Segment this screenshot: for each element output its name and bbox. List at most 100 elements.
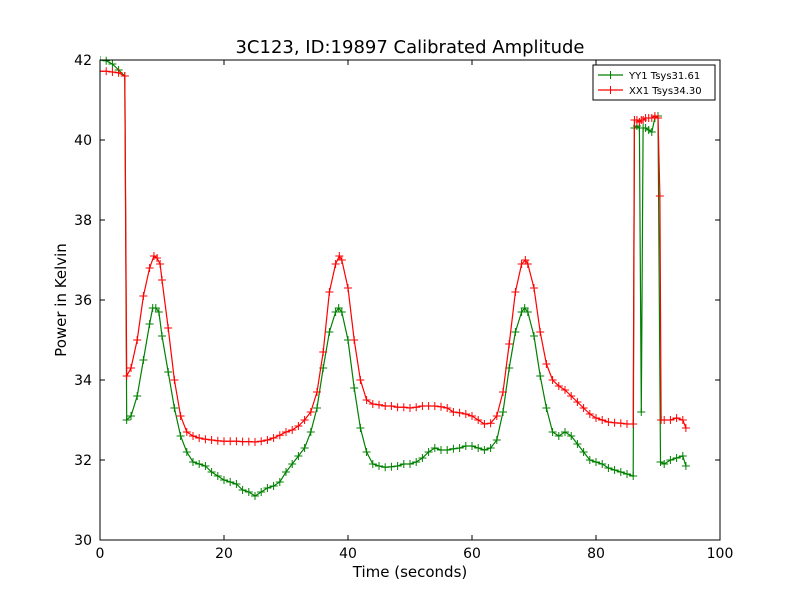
data-point — [158, 332, 166, 340]
data-point — [251, 492, 259, 500]
data-point — [269, 482, 278, 490]
data-point — [238, 486, 247, 494]
data-point — [306, 428, 315, 436]
data-point — [681, 424, 690, 432]
y-tick-label: 32 — [74, 453, 92, 469]
data-point — [523, 260, 532, 268]
data-point — [156, 260, 165, 268]
data-point — [275, 478, 284, 486]
data-point — [406, 404, 414, 412]
data-point — [189, 458, 197, 466]
data-point — [170, 404, 179, 412]
data-point — [511, 328, 520, 336]
data-point — [461, 410, 470, 418]
data-point — [530, 332, 538, 340]
data-point — [387, 462, 396, 471]
data-point — [263, 436, 272, 444]
data-point — [300, 444, 309, 452]
data-point — [486, 419, 495, 428]
data-point — [153, 254, 162, 262]
data-point — [561, 386, 569, 394]
data-point — [585, 410, 594, 418]
data-point — [269, 434, 278, 442]
data-point — [288, 426, 297, 434]
data-point — [647, 128, 656, 136]
series-2 — [100, 67, 690, 446]
data-point — [666, 456, 675, 464]
data-point — [579, 448, 588, 456]
data-point — [672, 454, 681, 462]
data-point — [325, 288, 334, 296]
data-point — [127, 412, 135, 420]
data-point — [195, 460, 204, 468]
data-point — [313, 404, 321, 412]
data-point — [567, 432, 576, 440]
data-point — [424, 448, 433, 456]
data-point — [313, 388, 321, 396]
data-point — [207, 468, 216, 476]
plot-area — [100, 56, 690, 500]
data-point — [145, 264, 154, 272]
y-axis-label: Power in Kelvin — [52, 243, 70, 357]
y-tick-label: 30 — [74, 533, 92, 549]
data-point — [102, 56, 111, 65]
data-point — [530, 284, 538, 292]
x-tick-label: 20 — [215, 546, 233, 562]
data-point — [635, 118, 644, 126]
legend-entry: XX1 Tsys34.30 — [598, 86, 702, 97]
data-point — [356, 424, 365, 432]
data-point — [542, 404, 551, 412]
data-point — [344, 284, 352, 292]
data-point — [108, 60, 117, 68]
data-point — [263, 484, 272, 492]
data-point — [678, 452, 687, 460]
data-point — [375, 462, 383, 470]
x-axis-label: Time (seconds) — [352, 563, 468, 581]
data-point — [505, 340, 514, 348]
data-point — [604, 418, 613, 426]
data-point — [164, 368, 173, 376]
data-point — [499, 408, 507, 416]
y-tick-label: 40 — [74, 133, 92, 149]
data-point — [170, 376, 179, 384]
data-point — [399, 403, 408, 412]
y-tick-label: 36 — [74, 293, 92, 309]
data-point — [443, 404, 452, 412]
data-point — [480, 420, 489, 428]
data-point — [182, 448, 191, 456]
data-point — [567, 392, 576, 400]
data-point — [275, 431, 284, 440]
data-point — [449, 444, 458, 453]
data-point — [474, 444, 483, 452]
data-point — [145, 320, 154, 328]
data-point — [542, 360, 551, 368]
data-point — [294, 422, 303, 430]
data-point — [133, 392, 142, 400]
data-point — [201, 435, 210, 444]
data-point — [418, 454, 427, 462]
data-point — [406, 460, 414, 468]
data-point — [120, 72, 129, 80]
data-point — [548, 376, 557, 384]
data-point — [387, 402, 396, 410]
data-point — [592, 458, 600, 466]
data-point — [122, 416, 131, 424]
data-point — [127, 364, 135, 372]
data-point — [102, 67, 111, 76]
data-point — [282, 428, 290, 436]
data-point — [319, 348, 328, 356]
data-point — [660, 460, 669, 468]
data-point — [629, 472, 638, 480]
data-point — [362, 448, 371, 456]
series-1 — [100, 56, 690, 500]
axes: 0 20 40 60 80 100 30 32 34 36 38 40 42 — [74, 53, 733, 562]
data-point — [154, 308, 163, 316]
data-point — [573, 440, 582, 448]
data-point — [350, 384, 359, 392]
data-point — [412, 458, 421, 466]
data-point — [455, 408, 464, 417]
data-point — [455, 444, 464, 452]
data-point — [412, 403, 421, 412]
data-point — [492, 436, 501, 444]
